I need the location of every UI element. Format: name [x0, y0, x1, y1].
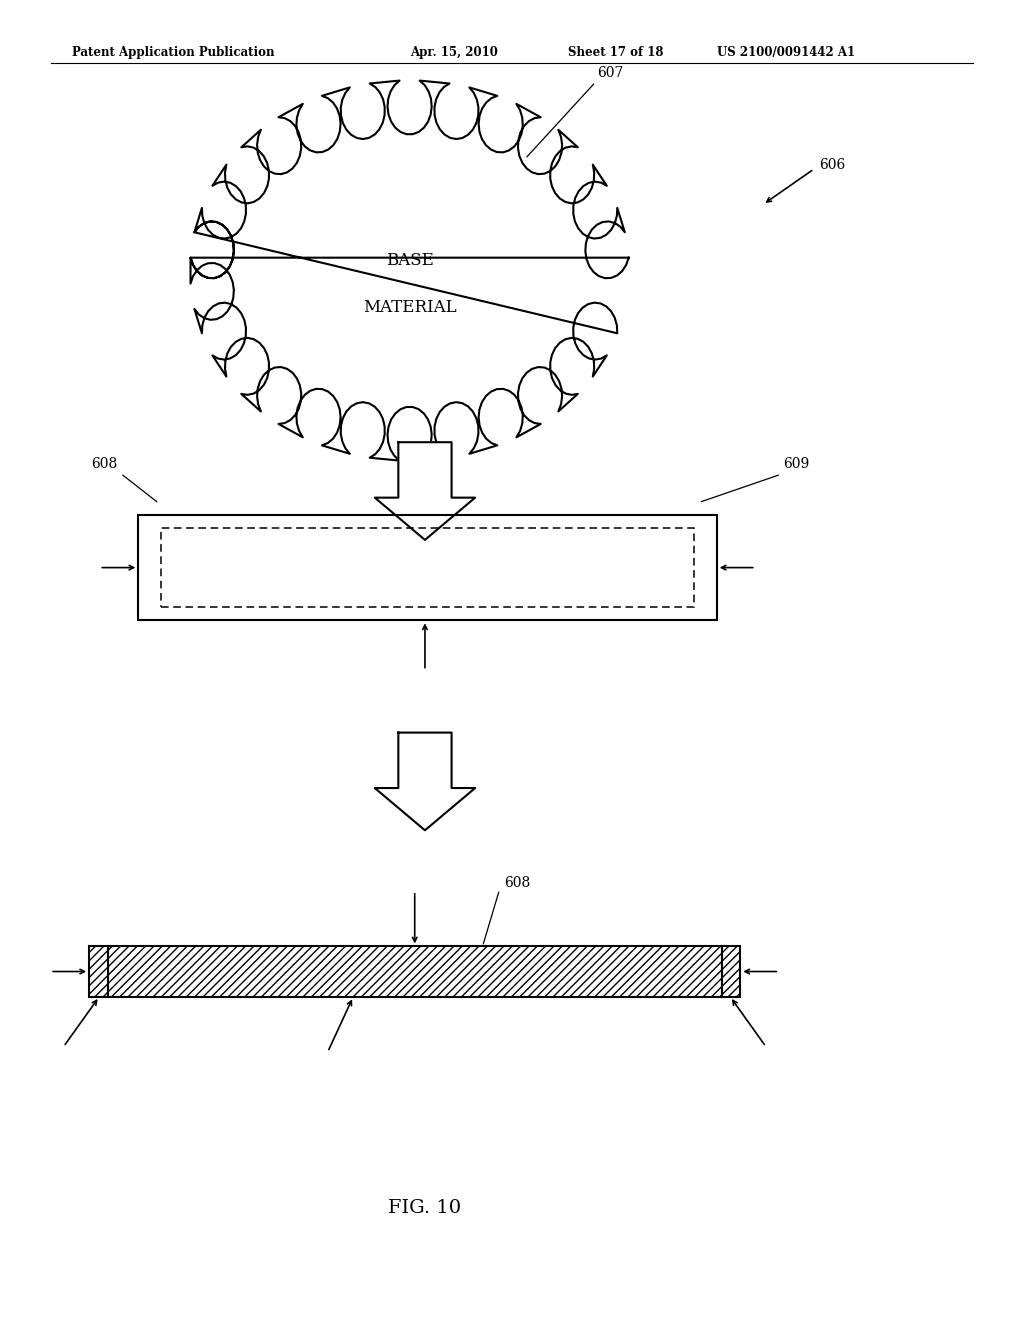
Text: Sheet 17 of 18: Sheet 17 of 18: [568, 46, 664, 59]
Bar: [722, 946, 740, 997]
Text: Apr. 15, 2010: Apr. 15, 2010: [410, 46, 498, 59]
Text: MATERIAL: MATERIAL: [362, 300, 457, 315]
Bar: [108, 946, 722, 997]
Text: Patent Application Publication: Patent Application Publication: [72, 46, 274, 59]
Bar: [138, 515, 717, 620]
Polygon shape: [375, 733, 475, 830]
Bar: [161, 528, 694, 607]
Polygon shape: [375, 442, 475, 540]
Text: FIG. 10: FIG. 10: [388, 1199, 462, 1217]
Text: 606: 606: [819, 158, 846, 172]
Text: BASE: BASE: [386, 252, 433, 268]
Polygon shape: [190, 81, 629, 461]
Bar: [89, 946, 108, 997]
Text: US 2100/0091442 A1: US 2100/0091442 A1: [717, 46, 855, 59]
Text: 608: 608: [504, 875, 530, 890]
Text: 608: 608: [91, 457, 118, 471]
Text: 609: 609: [783, 457, 810, 471]
Text: 607: 607: [597, 66, 623, 81]
